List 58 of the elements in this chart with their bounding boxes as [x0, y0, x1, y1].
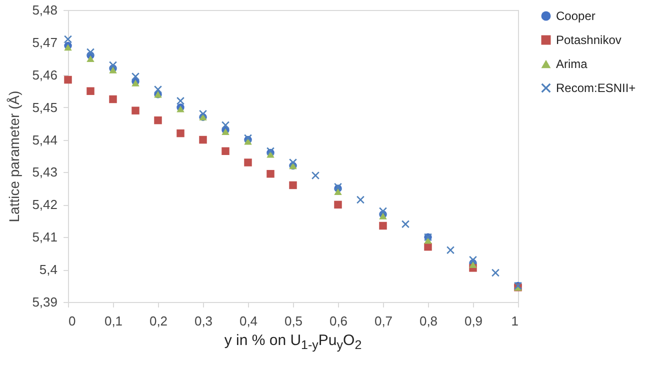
y-tick-label: 5,39 — [32, 294, 58, 310]
point — [446, 246, 454, 254]
point — [289, 181, 297, 190]
x-tick-label: 0,9 — [464, 314, 483, 328]
point — [86, 87, 94, 95]
point — [132, 106, 140, 114]
y-tick-label: 5,41 — [32, 230, 58, 245]
point — [109, 95, 117, 104]
point — [176, 106, 184, 112]
point — [244, 138, 252, 145]
legend-label: Cooper — [556, 9, 596, 23]
y-tick-label: 5,4 — [39, 262, 58, 278]
point — [424, 242, 432, 251]
x-tick-label: 0,8 — [419, 314, 438, 328]
x-tick-label: 0,6 — [329, 314, 348, 328]
y-tick-label: 5,42 — [32, 197, 58, 212]
point — [334, 188, 342, 196]
point — [402, 220, 410, 228]
point — [379, 222, 387, 230]
point — [492, 268, 500, 277]
x-tick-label: 0,2 — [149, 314, 168, 328]
y-tick-label: 5,44 — [32, 132, 58, 148]
point — [222, 147, 230, 156]
y-tick-label: 5,46 — [32, 67, 58, 82]
point — [64, 76, 72, 84]
point — [469, 256, 477, 264]
legend-label: Potashnikov — [556, 33, 622, 47]
x-axis-title: y in % on U$_{1-y}$Pu$_{y}$O$_{2}$ — [223, 332, 363, 352]
x-tick-label: 0,1 — [104, 314, 123, 328]
legend-label: Recom:ESNII+ — [556, 81, 636, 95]
point — [109, 61, 117, 70]
y-tick-label: 5,48 — [32, 2, 58, 18]
point — [222, 121, 230, 130]
y-tick-label: 5,45 — [32, 100, 58, 115]
y-axis-title: Lattice parameter (Å) — [6, 90, 22, 222]
point — [176, 96, 184, 105]
x-tick-label: 0,4 — [239, 314, 258, 328]
point — [86, 55, 94, 62]
y-tick-label: 5,47 — [32, 34, 58, 50]
point — [64, 35, 72, 44]
point — [154, 116, 162, 124]
point — [199, 136, 207, 144]
point — [379, 207, 387, 216]
point — [86, 48, 94, 56]
x-tick-label: 0 — [68, 314, 76, 328]
point — [199, 110, 207, 118]
x-tick-label: 0,5 — [284, 314, 303, 328]
point — [356, 196, 364, 204]
x-tick-label: 0,7 — [374, 314, 393, 328]
legend-label: Arima — [556, 57, 588, 71]
point — [244, 158, 252, 166]
point — [312, 172, 320, 180]
y-tick-label: 5,43 — [32, 164, 58, 180]
point — [176, 129, 184, 138]
point — [266, 170, 274, 178]
x-tick-label: 0,3 — [194, 314, 213, 328]
point — [334, 200, 342, 209]
x-tick-label: 1 — [511, 314, 518, 328]
